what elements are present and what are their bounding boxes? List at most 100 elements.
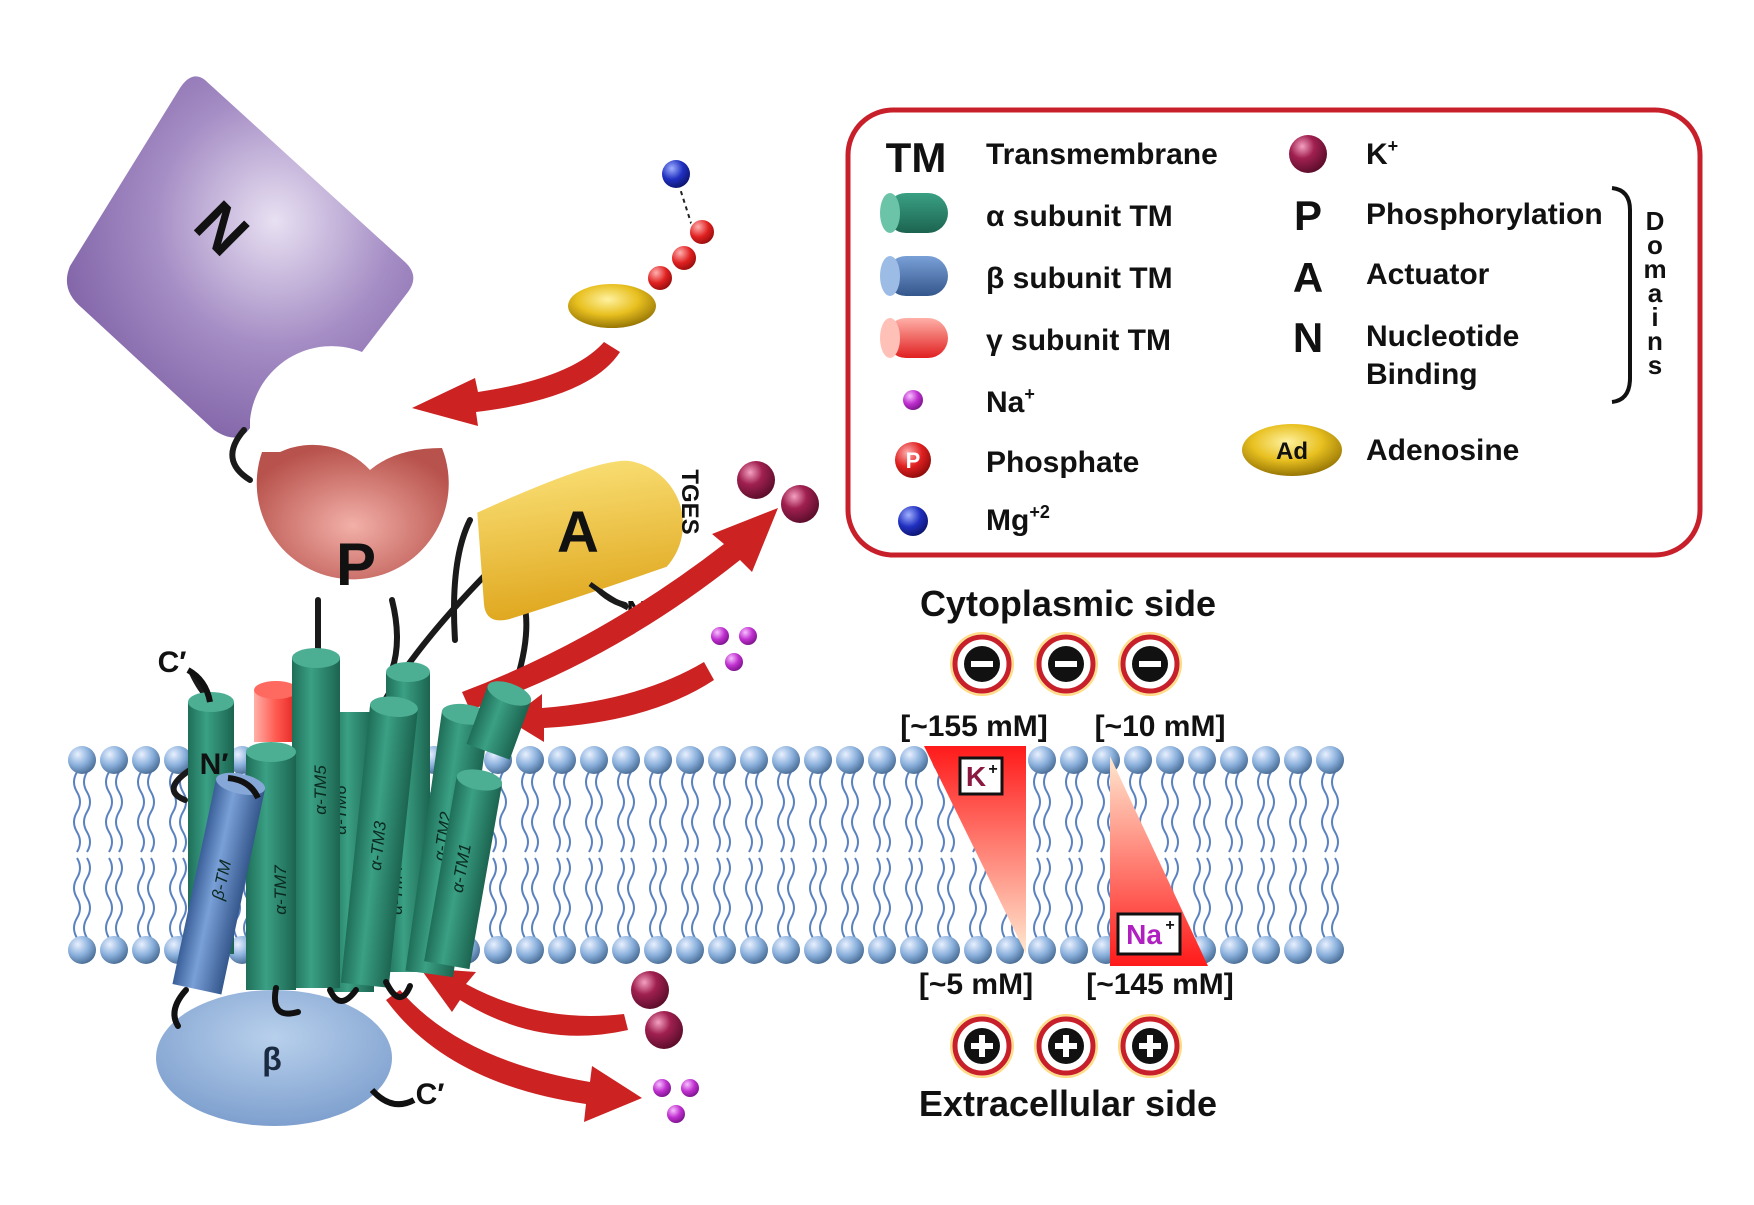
lipid-tail [105,857,113,939]
lipid-head [644,746,672,774]
lipid-tail [915,771,923,853]
lipid-tail [627,771,635,853]
k-gradient-wedge [924,746,1026,954]
lipid-tail [713,771,721,853]
na-ion-box[interactable] [1116,912,1182,956]
lipid-tail [1225,857,1233,939]
lipid-tail [969,857,977,939]
positive-charge-icon [1118,1014,1182,1078]
legend-n-text-1: Nucleotide [1366,320,1519,353]
lipid-tail [563,771,571,853]
lipid-tail [755,771,763,853]
k-outside-conc: [~5 mM] [919,968,1033,1001]
lipid-tail [499,857,507,939]
cytoplasmic-title: Cytoplasmic side [920,583,1216,624]
legend-a-text: Actuator [1366,258,1490,291]
legend-alpha-icon [880,193,948,233]
lipid-tail [1267,857,1275,939]
lipid-head [580,936,608,964]
na-ion [725,653,743,671]
na-ion [653,1079,671,1097]
lipid-tail [745,771,753,853]
legend-k-sup: + [1388,136,1399,156]
lipid-tail [1043,857,1051,939]
lipid-tail [681,771,689,853]
lipid-tail [649,771,657,853]
lipid-head [548,746,576,774]
lipid-tail [1257,771,1265,853]
lipid-tail [915,857,923,939]
lipid-head [1028,936,1056,964]
lipid-head [1316,936,1344,964]
lipid-head [932,936,960,964]
negative-charge-icon [950,632,1014,696]
lipid-tail [745,857,753,939]
lipid-head [1060,936,1088,964]
lipid-tail [937,771,945,853]
legend-adenosine-icon [1242,424,1342,476]
alpha-tm-top [487,681,532,706]
lipid-tail [947,857,955,939]
lipid-head [708,746,736,774]
lipid-tail [1235,771,1243,853]
negative-charges [950,632,1182,696]
lipid-tail [617,771,625,853]
lipid-tail [169,771,177,853]
lipid-head [1124,746,1152,774]
lipid-head [1252,936,1280,964]
lipid-tail [83,771,91,853]
lipid-head [548,936,576,964]
beta-tm-helix [172,778,266,995]
extracellular-title: Extracellular side [919,1083,1217,1124]
lipid-head [740,936,768,964]
lipid-tail [1097,857,1105,939]
tm5-label: α-TM5 [311,765,330,815]
lipid-tail [723,857,731,939]
legend-k-icon [1289,135,1327,173]
lipid-tail [713,857,721,939]
lipid-head [100,746,128,774]
legend-na-icon [903,390,923,410]
lipid-head [132,746,160,774]
lipid-tail [179,771,187,853]
alpha-tm-top [456,769,503,791]
legend-na-main: Na [986,386,1025,419]
lipid-head [868,936,896,964]
ions [631,461,819,1123]
legend-k-text: K+ [1366,136,1398,171]
na-ion [681,1079,699,1097]
lipid-head [1028,746,1056,774]
legend-a-symbol: A [1293,254,1323,301]
k-release-arrow [462,508,778,710]
lipid-head [68,746,96,774]
domains-letter: a [1648,278,1663,308]
lipid-tail [937,857,945,939]
negative-charge-icon [1118,632,1182,696]
k-binding-arrow [420,968,628,1036]
phosphate-group [646,218,716,292]
na-ion [739,627,757,645]
domains-letter: n [1647,326,1663,356]
lipid-tail [521,857,529,939]
lipid-head [68,936,96,964]
lipid-tail [115,857,123,939]
lipid-head [1188,746,1216,774]
lipid-head [1252,746,1280,774]
lipid-head [900,746,928,774]
lipid-tail [851,771,859,853]
lipid-tail [627,857,635,939]
legend-tm-text: Transmembrane [986,138,1218,171]
lipid-tail [659,857,667,939]
na-ion [667,1105,685,1123]
lipid-tail [585,771,593,853]
lipid-head [804,936,832,964]
lipid-tail [905,857,913,939]
legend-adenosine-text: Adenosine [1366,434,1519,467]
legend-box [845,107,1703,558]
lipid-tail [1321,857,1329,939]
lipid-tail [1075,771,1083,853]
na-release-arrow [386,990,642,1122]
na-outside-conc: [~145 mM] [1086,968,1234,1001]
p-domain-label: P [336,531,376,598]
k-ion-box[interactable] [958,756,1004,796]
